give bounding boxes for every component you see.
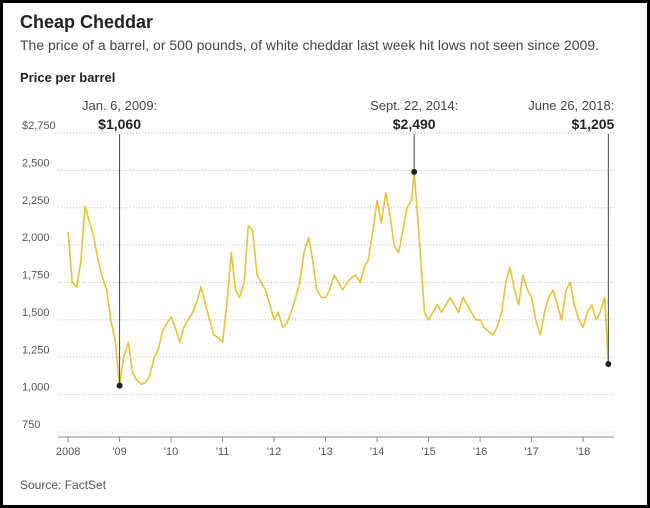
x-tick-label: '13 bbox=[318, 446, 332, 458]
y-tick-label: 2,000 bbox=[22, 232, 50, 244]
x-tick-label: '18 bbox=[576, 446, 590, 458]
x-tick-label: '16 bbox=[473, 446, 487, 458]
y-tick-label: 2,250 bbox=[22, 195, 50, 207]
y-tick-label: 2,500 bbox=[22, 157, 50, 169]
annotation-date: Sept. 22, 2014: bbox=[370, 98, 458, 113]
annotation-date: June 26, 2018: bbox=[528, 98, 614, 113]
x-tick-label: '09 bbox=[112, 446, 126, 458]
chart-subtitle: The price of a barrel, or 500 pounds, of… bbox=[20, 37, 599, 53]
price-line bbox=[67, 171, 610, 387]
x-tick-label: '11 bbox=[216, 446, 230, 458]
x-tick-label: '10 bbox=[164, 446, 178, 458]
x-tick-label: '12 bbox=[267, 446, 281, 458]
x-tick-label: '17 bbox=[524, 446, 538, 458]
x-tick-label: 2008 bbox=[56, 446, 80, 458]
chart-title: Cheap Cheddar bbox=[20, 12, 153, 32]
y-tick-label: 1,500 bbox=[22, 307, 50, 319]
y-axis-label: Price per barrel bbox=[20, 70, 115, 85]
y-tick-label: 750 bbox=[22, 419, 40, 431]
annotation-dot bbox=[605, 360, 612, 367]
y-tick-label: 1,000 bbox=[22, 382, 50, 394]
annotation-value: $1,060 bbox=[98, 116, 141, 132]
annotation-dot bbox=[116, 382, 123, 389]
annotation-value: $1,205 bbox=[572, 116, 615, 132]
y-tick-label: 1,750 bbox=[22, 270, 50, 282]
annotation-dot bbox=[411, 168, 418, 175]
y-tick-label: 1,250 bbox=[22, 344, 50, 356]
source: Source: FactSet bbox=[20, 478, 107, 492]
x-tick-label: '14 bbox=[370, 446, 384, 458]
annotation-value: $2,490 bbox=[393, 116, 436, 132]
x-tick-label: '15 bbox=[421, 446, 435, 458]
annotation-date: Jan. 6, 2009: bbox=[82, 98, 157, 113]
y-tick-label: $2,750 bbox=[22, 120, 56, 132]
